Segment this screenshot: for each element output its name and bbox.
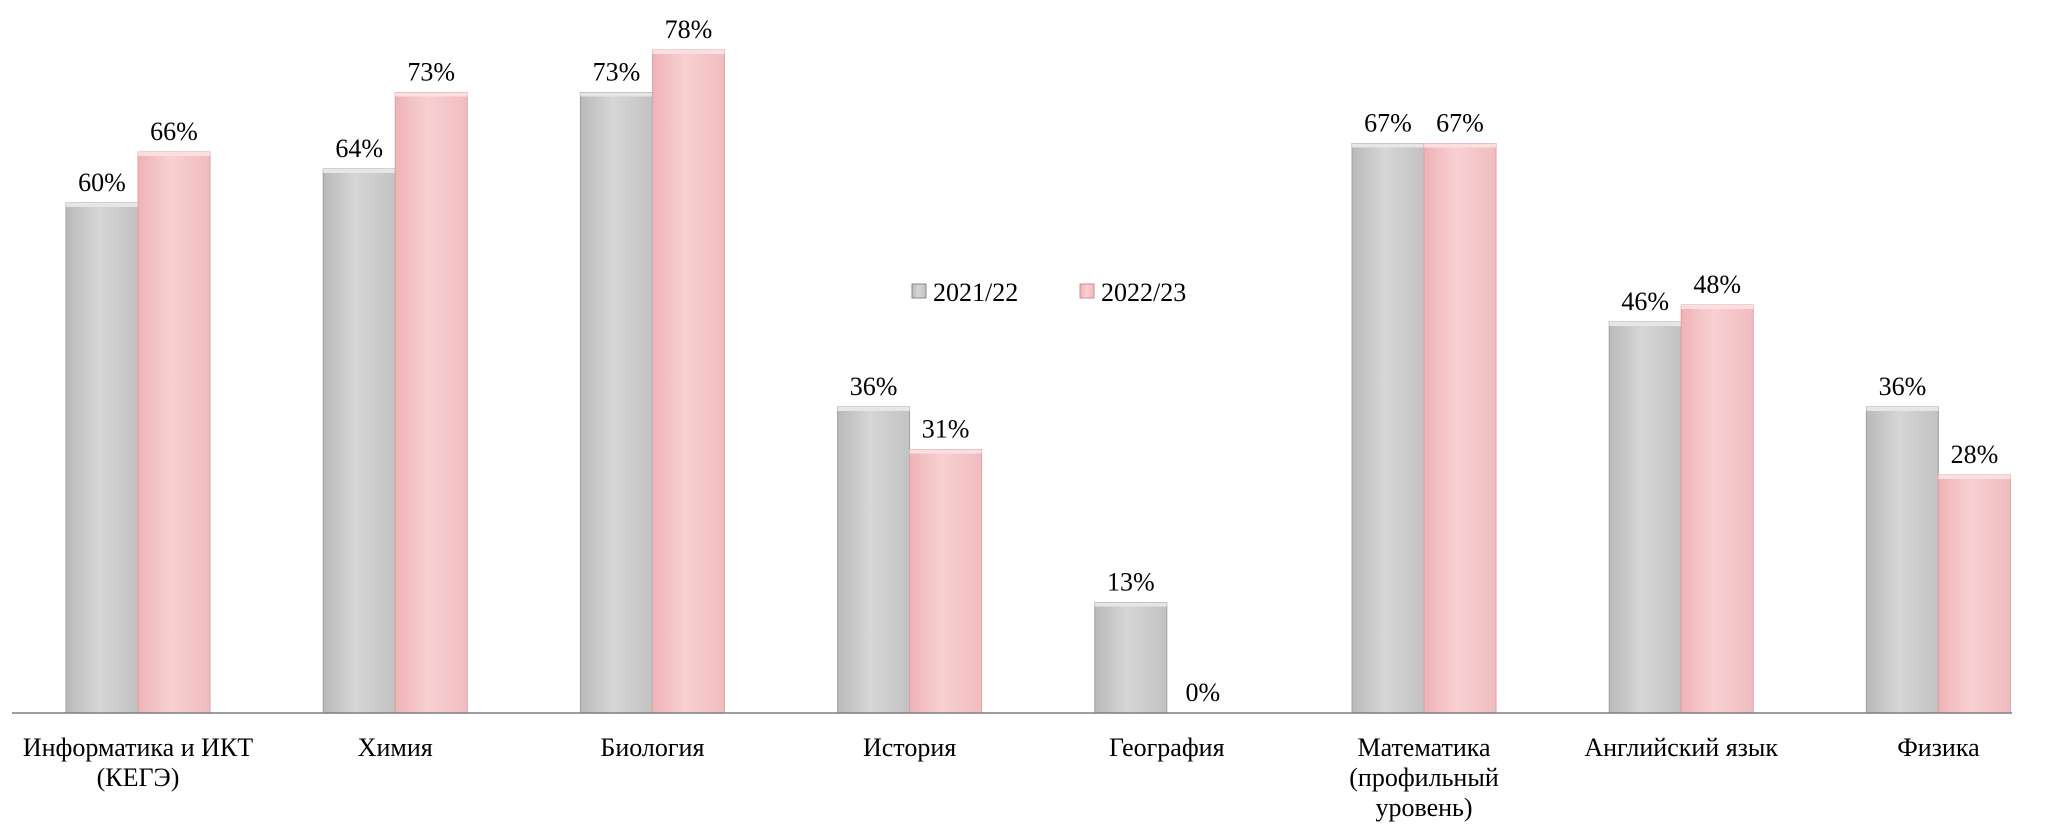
value-labels-layer: 60% 66% 64% 73% 73% 78% 36% 31% 13% 0% 67% 67% 46% 48… xyxy=(78,15,1998,707)
category-label-3: История xyxy=(863,733,956,762)
value-label-s0-c3: 36% xyxy=(850,372,898,401)
value-label-s0-c0: 60% xyxy=(78,168,126,197)
bar-cap-s0-c4 xyxy=(1094,602,1167,607)
value-label-s1-c2: 78% xyxy=(665,15,713,44)
category-label-0: Информатика и ИКТ (КЕГЭ) xyxy=(23,733,253,792)
value-label-s1-c5: 67% xyxy=(1436,109,1484,138)
bar-cap-s0-c1 xyxy=(323,169,396,173)
bar-cap-s1-c1 xyxy=(395,92,468,97)
value-label-s1-c1: 73% xyxy=(407,58,455,87)
bar-s0-c7 xyxy=(1865,406,1939,714)
category-labels-layer: Информатика и ИКТ (КЕГЭ) Химия Биология Исто… xyxy=(23,733,1980,822)
bar-s1-c3 xyxy=(909,449,983,714)
legend-label-0: 2021/22 xyxy=(933,278,1018,307)
bar-s0-c6 xyxy=(1608,321,1682,714)
bar-cap-s0-c7 xyxy=(1866,407,1939,411)
category-label-4: География xyxy=(1109,733,1225,762)
category-label-6: Английский язык xyxy=(1584,733,1778,762)
bar-s0-c1 xyxy=(322,168,396,714)
bar-cap-s0-c3 xyxy=(837,407,910,411)
bar-s1-c1 xyxy=(394,92,468,714)
bar-s1-c0 xyxy=(137,151,211,714)
bar-s1-c5 xyxy=(1423,143,1497,714)
value-label-s0-c1: 64% xyxy=(335,134,383,163)
value-label-s1-c7: 28% xyxy=(1951,440,1999,469)
value-label-s0-c7: 36% xyxy=(1879,372,1927,401)
value-label-s1-c0: 66% xyxy=(150,117,198,146)
value-label-s1-c4: 0% xyxy=(1185,678,1220,707)
value-label-s1-c3: 31% xyxy=(922,415,970,444)
value-label-s0-c5: 67% xyxy=(1364,109,1412,138)
value-label-s0-c6: 46% xyxy=(1621,287,1669,316)
bar-cap-s0-c5 xyxy=(1352,143,1424,148)
bar-s1-c6 xyxy=(1680,304,1754,714)
legend-label-1: 2022/23 xyxy=(1101,278,1186,307)
category-label-5: Математика (профильный уровень) xyxy=(1349,733,1499,822)
bar-cap-s0-c2 xyxy=(580,92,653,97)
bar-cap-s1-c5 xyxy=(1424,143,1496,148)
value-label-s0-c2: 73% xyxy=(593,58,641,87)
bar-cap-s1-c3 xyxy=(909,449,982,454)
bar-cap-s1-c0 xyxy=(138,152,210,156)
category-label-7: Физика xyxy=(1897,733,1980,762)
bar-cap-s1-c6 xyxy=(1681,305,1754,309)
legend: 2021/22 2022/23 xyxy=(911,278,1186,307)
bar-s1-c2 xyxy=(651,49,725,714)
legend-swatch-1 xyxy=(1079,283,1095,299)
bar-s0-c3 xyxy=(837,406,911,714)
bar-s0-c5 xyxy=(1351,143,1425,714)
bar-s1-c7 xyxy=(1937,474,2011,714)
category-label-1: Химия xyxy=(358,733,433,762)
value-label-s1-c6: 48% xyxy=(1693,270,1741,299)
category-label-2: Биология xyxy=(600,733,704,762)
bar-cap-s0-c0 xyxy=(66,203,138,207)
bar-s0-c2 xyxy=(579,92,653,714)
bar-cap-s1-c2 xyxy=(652,50,725,54)
bar-cap-s1-c7 xyxy=(1938,475,2011,479)
bar-s0-c0 xyxy=(65,202,139,714)
bar-cap-s0-c6 xyxy=(1609,322,1682,326)
value-label-s0-c4: 13% xyxy=(1107,568,1155,597)
legend-swatch-0 xyxy=(911,283,927,299)
bar-s0-c4 xyxy=(1094,602,1168,714)
